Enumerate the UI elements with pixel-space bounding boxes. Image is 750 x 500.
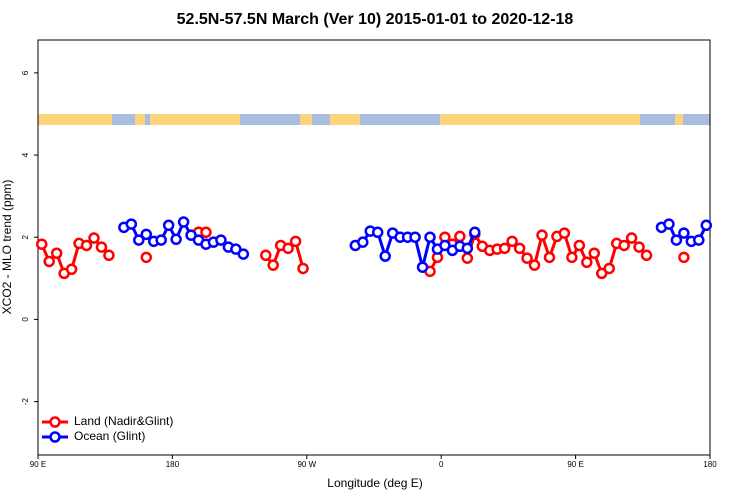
- data-point: [663, 218, 675, 230]
- data-point: [43, 255, 55, 268]
- data-point: [461, 242, 474, 255]
- data-point: [498, 242, 511, 255]
- data-point: [409, 231, 421, 243]
- data-point: [678, 251, 690, 264]
- data-point: [125, 218, 138, 230]
- x-tick-label: 90 E: [30, 460, 46, 469]
- data-point: [640, 249, 653, 262]
- data-point: [558, 227, 571, 239]
- x-tick-label: 180: [166, 460, 180, 469]
- data-point: [469, 226, 481, 239]
- data-point: [289, 235, 302, 248]
- data-point: [371, 226, 384, 239]
- data-point: [35, 238, 48, 250]
- data-point: [439, 239, 451, 252]
- data-point: [581, 256, 593, 269]
- data-point: [88, 232, 100, 244]
- data-point: [424, 231, 436, 243]
- data-point: [454, 230, 466, 243]
- data-point: [603, 262, 615, 275]
- data-point: [618, 239, 630, 252]
- plot-frame: [37, 39, 711, 456]
- data-point: [267, 259, 279, 271]
- data-point: [566, 251, 578, 264]
- x-axis-label: Longitude (deg E): [327, 476, 422, 490]
- data-point: [693, 234, 705, 246]
- legend-label: Ocean (Glint): [74, 429, 145, 443]
- data-point: [200, 226, 212, 239]
- x-tick-label: 0: [439, 460, 444, 469]
- data-point: [461, 252, 474, 264]
- data-point: [140, 251, 153, 264]
- data-point: [506, 235, 518, 248]
- data-point: [670, 234, 683, 246]
- data-point: [357, 236, 369, 248]
- y-tick-label: 4: [21, 152, 30, 157]
- x-tick-label: 90 E: [567, 460, 583, 469]
- data-point: [521, 252, 533, 264]
- data-point: [65, 263, 78, 276]
- data-point: [230, 243, 242, 255]
- surface-strip: [38, 114, 710, 125]
- data-point: [588, 247, 601, 260]
- data-point: [536, 229, 548, 241]
- data-point: [155, 234, 167, 246]
- legend-label: Land (Nadir&Glint): [74, 414, 173, 428]
- data-point: [297, 262, 309, 275]
- legend-marker: [49, 431, 61, 443]
- data-point: [237, 248, 250, 260]
- y-tick-label: 2: [21, 234, 30, 239]
- data-point: [95, 241, 108, 253]
- chart-title: 52.5N-57.5N March (Ver 10) 2015-01-01 to…: [177, 11, 574, 28]
- data-point: [133, 234, 145, 246]
- data-point: [416, 261, 429, 273]
- data-point: [140, 228, 153, 241]
- data-point: [678, 227, 690, 239]
- data-point: [633, 241, 645, 253]
- legend-marker: [49, 416, 61, 428]
- y-tick-label: -2: [21, 397, 30, 405]
- data-point: [528, 259, 541, 271]
- data-point: [700, 219, 713, 232]
- data-point: [513, 242, 526, 255]
- data-point: [595, 267, 608, 280]
- y-tick-label: 0: [21, 317, 30, 322]
- data-point: [259, 249, 272, 262]
- data-point: [103, 249, 115, 262]
- x-tick-label: 90 W: [297, 460, 316, 469]
- data-point: [625, 232, 638, 244]
- data-point: [185, 229, 197, 241]
- x-tick-label: 180: [703, 460, 717, 469]
- data-point: [215, 234, 227, 246]
- data-point: [80, 239, 93, 252]
- data-point: [573, 239, 586, 252]
- data-point: [282, 242, 294, 255]
- data-point: [177, 216, 190, 228]
- data-point: [379, 250, 391, 262]
- data-point: [50, 247, 63, 260]
- y-axis-label: XCO2 - MLO trend (ppm): [0, 180, 14, 315]
- y-tick-label: 6: [21, 70, 30, 75]
- data-point: [170, 233, 182, 246]
- data-point: [162, 219, 175, 232]
- data-point: [543, 251, 556, 264]
